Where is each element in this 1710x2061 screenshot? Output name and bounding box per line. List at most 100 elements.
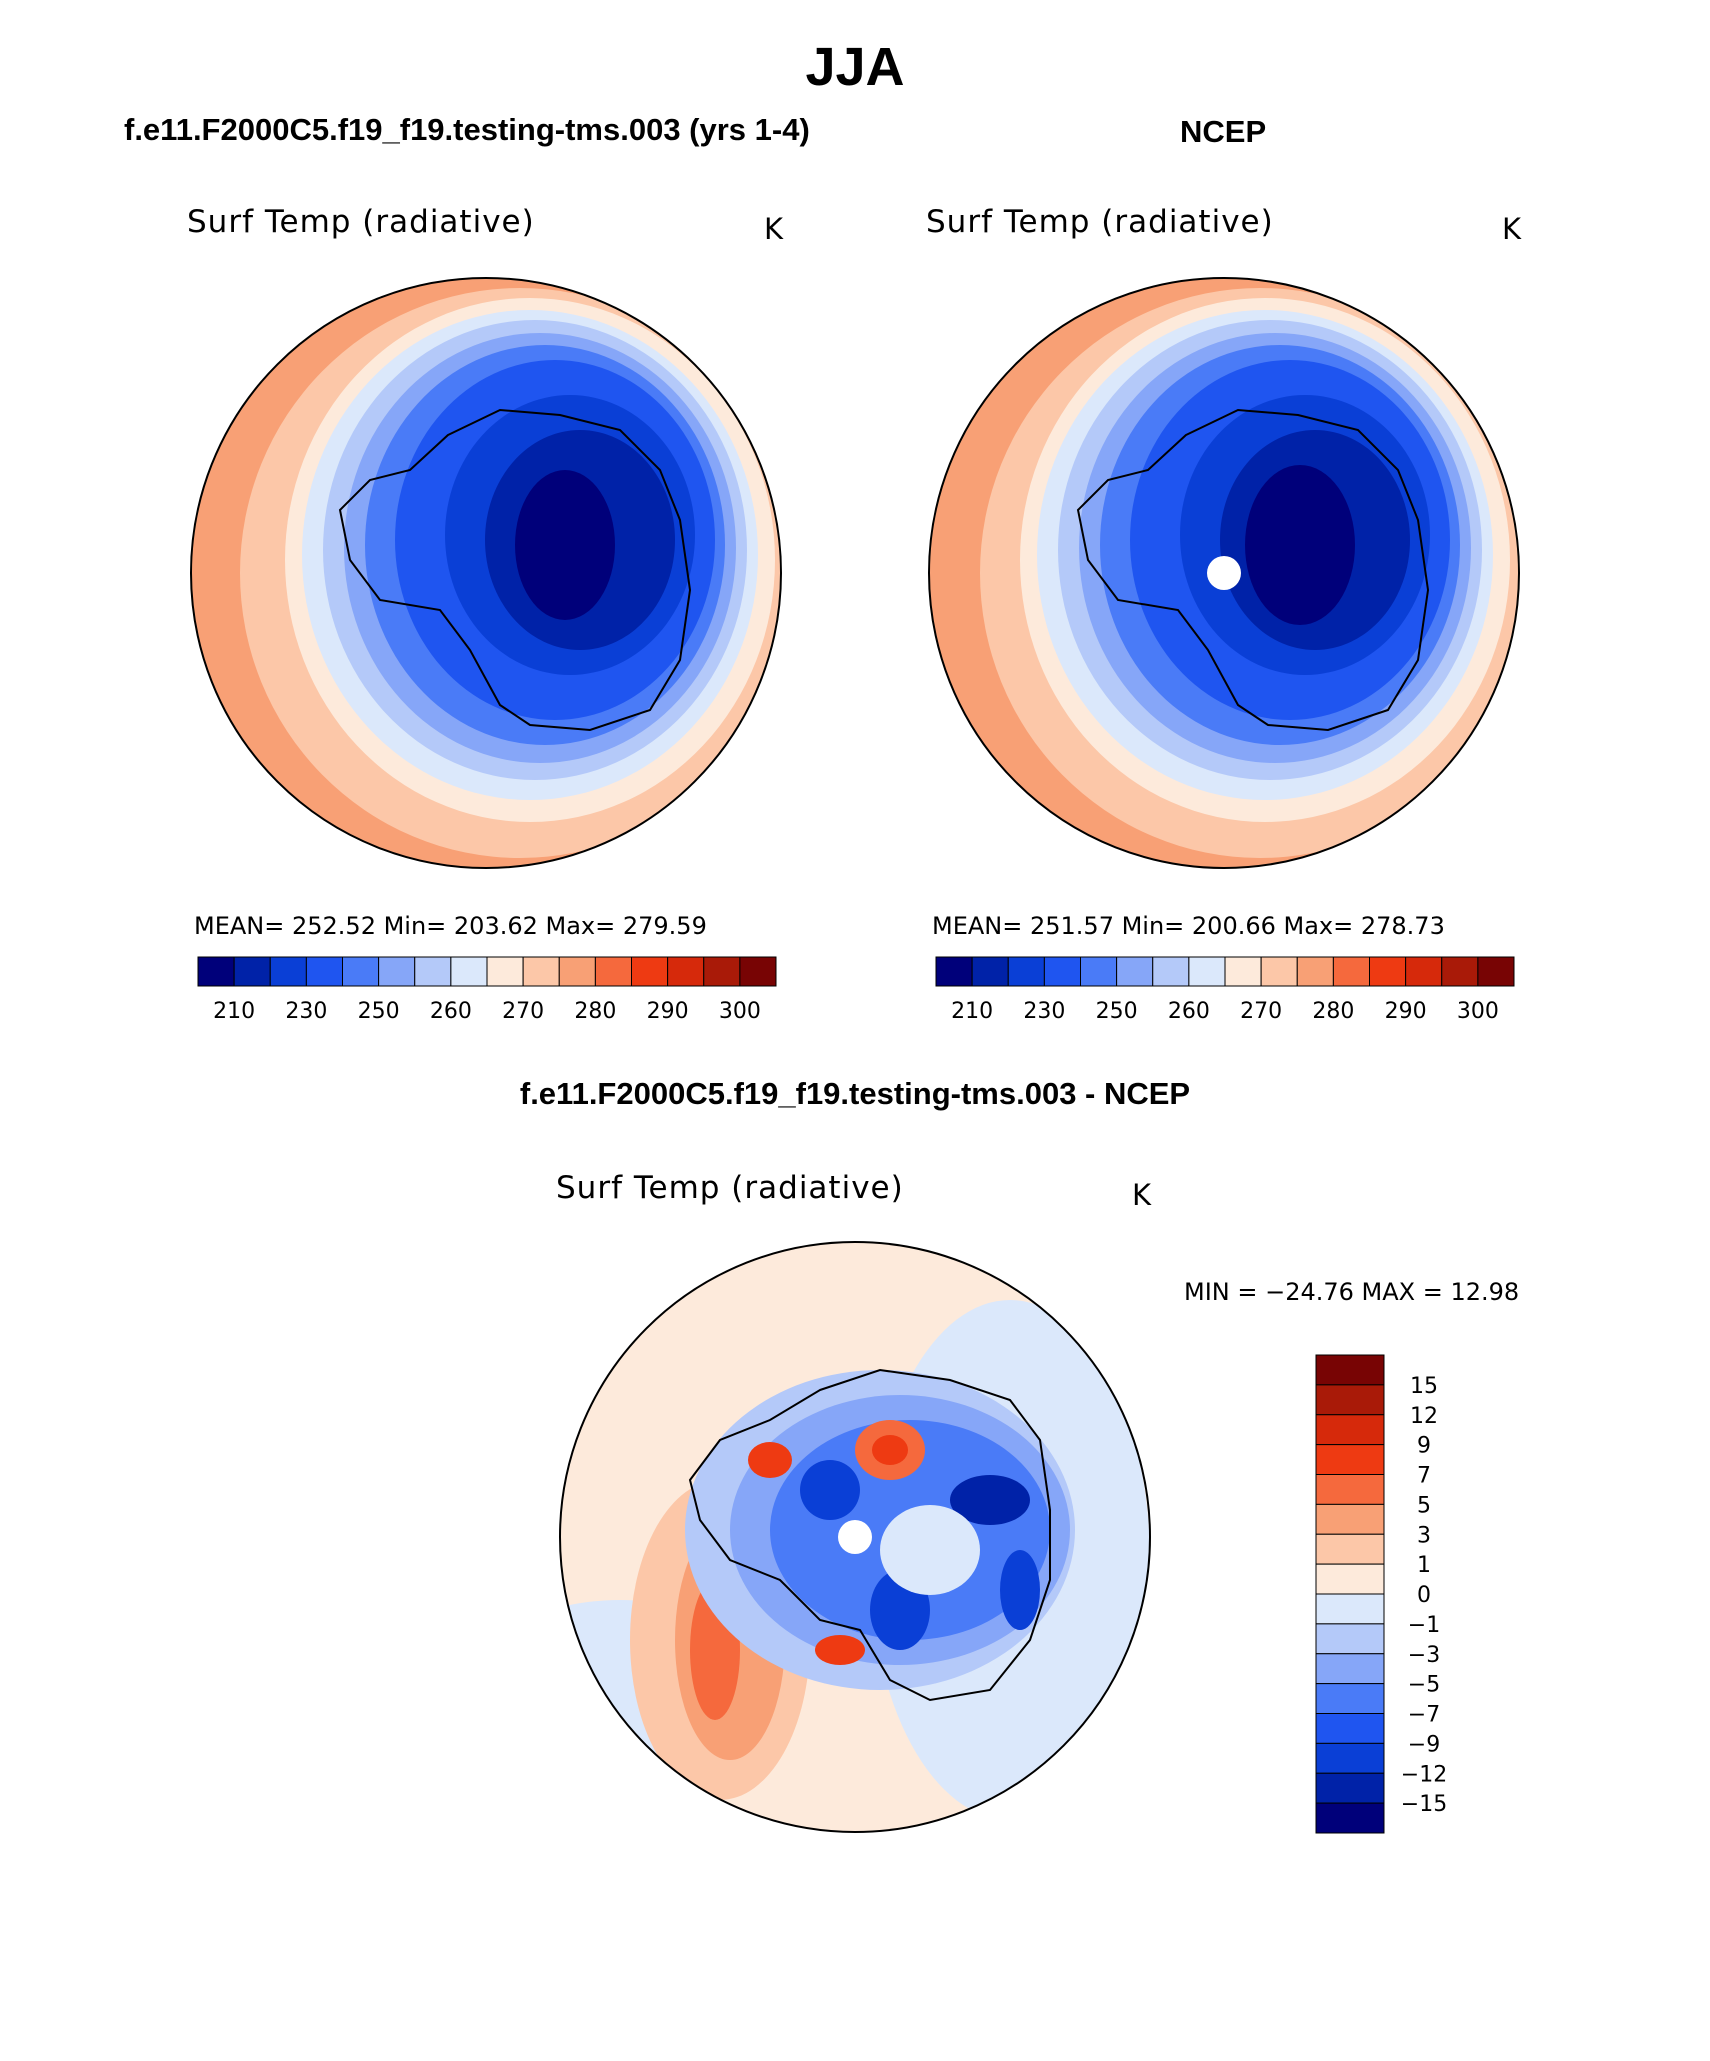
obs-colorbar-swatch (1007, 956, 1045, 987)
obs-colorbar-tick-label: 250 (1096, 999, 1138, 1024)
obs-stats: MEAN= 251.57 Min= 200.66 Max= 278.73 (932, 912, 1445, 940)
obs-panel-header: NCEP (1180, 114, 1267, 149)
obs-colorbar: 210 230 250 260 270 280 290 300 (935, 956, 1515, 1024)
obs-colorbar-swatch (1332, 956, 1370, 987)
diff-colorbar-swatch (1315, 1802, 1385, 1834)
obs-colorbar-tick-label: 230 (1023, 999, 1065, 1024)
model-colorbar-swatch (522, 956, 560, 987)
diff-colorbar-tick-label: 1 (1417, 1553, 1431, 1578)
obs-colorbar-swatch (1116, 956, 1154, 987)
diff-colorbar-swatch (1315, 1623, 1385, 1655)
model-colorbar-swatch (197, 956, 235, 987)
diff-colorbar-tick-label: 0 (1417, 1583, 1431, 1608)
model-colorbar-swatch (233, 956, 271, 987)
model-colorbar-tick-label: 270 (502, 999, 544, 1024)
model-colorbar-swatch (486, 956, 524, 987)
model-colorbar: 210 230 250 260 270 280 290 300 (197, 956, 777, 1024)
diff-colorbar-tick-label: −15 (1401, 1792, 1447, 1817)
model-colorbar-swatch (739, 956, 777, 987)
model-stats: MEAN= 252.52 Min= 203.62 Max= 279.59 (194, 912, 707, 940)
obs-colorbar-swatch (1152, 956, 1190, 987)
diff-field-title: Surf Temp (radiative) (556, 1170, 904, 1206)
model-colorbar-swatch (269, 956, 307, 987)
obs-colorbar-tick-label: 270 (1240, 999, 1282, 1024)
model-colorbar-swatch (342, 956, 380, 987)
obs-colorbar-swatch (1441, 956, 1479, 987)
diff-colorbar-tick-label: 12 (1410, 1404, 1438, 1429)
obs-polar-map (929, 278, 1519, 868)
diff-colorbar-tick-label: 3 (1417, 1523, 1431, 1548)
diff-polar-map (560, 1242, 1150, 1832)
model-colorbar-swatch (450, 956, 488, 987)
model-colorbar-tick-label: 230 (285, 999, 327, 1024)
diff-colorbar-tick-label: −12 (1401, 1762, 1447, 1787)
obs-colorbar-swatch (935, 956, 973, 987)
model-colorbar-swatch (631, 956, 669, 987)
model-colorbar-swatch (667, 956, 705, 987)
obs-map-outline (928, 277, 1520, 869)
obs-units: K (1502, 212, 1522, 246)
model-units: K (764, 212, 784, 246)
obs-colorbar-swatch (1043, 956, 1081, 987)
diff-colorbar-swatch (1315, 1653, 1385, 1685)
diff-colorbar-swatch (1315, 1742, 1385, 1774)
obs-colorbar-swatch (971, 956, 1009, 987)
diff-colorbar-tick-label: 5 (1417, 1493, 1431, 1518)
model-colorbar-swatch (305, 956, 343, 987)
diff-colorbar-swatch (1315, 1384, 1385, 1416)
obs-field-title: Surf Temp (radiative) (926, 204, 1274, 240)
obs-colorbar-swatch (1260, 956, 1298, 987)
model-colorbar-tick-label: 260 (430, 999, 472, 1024)
model-map-outline (190, 277, 782, 869)
diff-colorbar-swatch (1315, 1563, 1385, 1595)
diff-colorbar-swatch (1315, 1533, 1385, 1565)
obs-colorbar-swatch (1477, 956, 1515, 987)
main-title: JJA (805, 37, 905, 97)
diff-colorbar-tick-label: −5 (1408, 1673, 1440, 1698)
model-colorbar-tick-label: 300 (719, 999, 761, 1024)
diff-units: K (1132, 1178, 1152, 1212)
model-colorbar-swatch (378, 956, 416, 987)
model-colorbar-swatch (594, 956, 632, 987)
diff-colorbar-tick-label: −9 (1408, 1732, 1440, 1757)
obs-colorbar-tick-label: 300 (1457, 999, 1499, 1024)
diff-colorbar-swatch (1315, 1683, 1385, 1714)
diff-colorbar-tick-label: 9 (1417, 1434, 1431, 1459)
obs-colorbar-swatch (1296, 956, 1334, 987)
diff-colorbar-tick-label: 7 (1417, 1464, 1431, 1489)
model-colorbar-swatch (703, 956, 741, 987)
diff-colorbar-swatch (1315, 1713, 1385, 1744)
diff-colorbar-swatch (1315, 1503, 1385, 1535)
obs-colorbar-tick-label: 210 (951, 999, 993, 1024)
diff-colorbar-swatch (1315, 1474, 1385, 1505)
model-colorbar-tick-label: 290 (647, 999, 689, 1024)
diff-colorbar-swatch (1315, 1414, 1385, 1446)
model-polar-map (191, 278, 781, 868)
obs-colorbar-swatch (1188, 956, 1226, 987)
diff-colorbar-tick-label: 15 (1410, 1374, 1438, 1399)
diff-panel-header: f.e11.F2000C5.f19_f19.testing-tms.003 - … (519, 1076, 1191, 1111)
diff-colorbar: 15 12 9 7 5 3 1 0 −1 −3 −5 −7 −9 −12 −15 (1315, 1354, 1447, 1834)
model-colorbar-swatch (414, 956, 452, 987)
obs-colorbar-swatch (1080, 956, 1118, 987)
obs-colorbar-swatch (1369, 956, 1407, 987)
model-colorbar-swatch (558, 956, 596, 987)
diff-map-outline (559, 1241, 1151, 1833)
obs-colorbar-tick-label: 260 (1168, 999, 1210, 1024)
obs-colorbar-tick-label: 290 (1385, 999, 1427, 1024)
diff-colorbar-tick-label: −1 (1408, 1613, 1440, 1638)
diff-colorbar-tick-label: −7 (1408, 1703, 1440, 1728)
diff-colorbar-swatch (1315, 1772, 1385, 1804)
model-panel-header: f.e11.F2000C5.f19_f19.testing-tms.003 (y… (124, 112, 810, 147)
diff-stats: MIN = −24.76 MAX = 12.98 (1184, 1278, 1520, 1306)
model-colorbar-tick-label: 210 (213, 999, 255, 1024)
diff-colorbar-swatch (1315, 1593, 1385, 1625)
diff-colorbar-tick-label: −3 (1408, 1643, 1440, 1668)
obs-colorbar-tick-label: 280 (1312, 999, 1354, 1024)
obs-colorbar-swatch (1405, 956, 1443, 987)
model-colorbar-tick-label: 280 (574, 999, 616, 1024)
obs-colorbar-swatch (1224, 956, 1262, 987)
diff-colorbar-swatch (1315, 1444, 1385, 1475)
model-field-title: Surf Temp (radiative) (187, 204, 535, 240)
